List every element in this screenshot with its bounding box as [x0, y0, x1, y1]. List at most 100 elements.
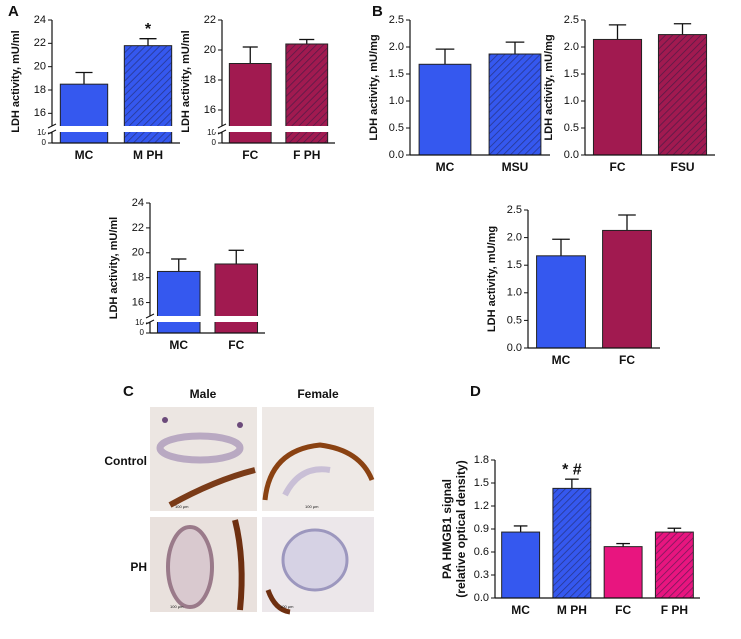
histology-panel: Male Female Control PH 100 μm 100 μm 100…: [104, 387, 375, 615]
x-tick-label: FC: [228, 338, 244, 352]
annotation: *: [145, 21, 152, 38]
y-tick-label: 22: [204, 14, 216, 26]
scale-bar-label: 100 μm: [170, 604, 184, 609]
x-tick-label: FC: [242, 148, 258, 162]
y-axis-label: (relative optical density): [454, 460, 468, 597]
y-tick-label: 16: [34, 107, 46, 119]
micrograph: 100 μm: [262, 517, 374, 615]
panel-label: C: [123, 383, 134, 400]
panel-label: D: [470, 383, 481, 400]
annotation: * #: [562, 461, 582, 478]
y-tick-label: 1.0: [564, 95, 579, 107]
y-tick-label: 0.3: [474, 569, 489, 581]
bar: [156, 270, 201, 334]
bar: [214, 263, 259, 334]
axis-break: [142, 316, 267, 322]
micrograph: 100 μm: [150, 407, 257, 511]
bar: [488, 53, 542, 156]
bar-chart: MC FC 0.0 0.5 1.0 1.5 2.0 2.5 LDH activity, mU/m…: [486, 204, 660, 367]
y-tick-label: 0: [140, 328, 145, 337]
bar: [602, 229, 652, 349]
x-tick-label: MC: [169, 338, 188, 352]
y-tick-label: 0: [212, 138, 217, 147]
y-axis-label: PA HMGB1 signal: [440, 479, 454, 579]
bar-chart: MC M PH * 010 16 18 20 22 24 LDH activity, mU/ml: [10, 14, 182, 162]
y-tick-label: 0.0: [564, 149, 579, 161]
y-tick-label: 0.5: [564, 122, 579, 134]
bar-chart: MC FC 010 16 18 20 22 24 LDH activity, mU/ml: [108, 197, 267, 352]
x-tick-label: FC: [619, 353, 635, 367]
y-tick-label: 22: [34, 37, 46, 49]
bar-chart: MC MSU 0.0 0.5 1.0 1.5 2.0 2.5 LDH activity, mU/…: [368, 14, 550, 174]
axis-break-mark: [47, 123, 57, 129]
panel-label: B: [372, 3, 383, 20]
x-tick-label: FSU: [671, 160, 695, 174]
y-tick-label: 24: [34, 14, 46, 26]
bar: [552, 487, 592, 599]
bar: [59, 83, 109, 144]
bar-chart: FC F PH 010 16 18 20 22 LDH activity, mU/ml: [180, 14, 337, 162]
scale-bar-label: 100 μm: [175, 504, 189, 509]
micrograph: 100 μm: [150, 517, 257, 612]
bar: [501, 531, 541, 599]
y-tick-label: 10: [37, 128, 46, 137]
bar: [657, 34, 708, 156]
x-tick-label: MC: [511, 603, 530, 617]
x-tick-label: MC: [552, 353, 571, 367]
y-tick-label: 10: [135, 318, 144, 327]
x-tick-label: MC: [436, 160, 455, 174]
x-tick-label: FC: [610, 160, 626, 174]
y-axis-label: LDH activity, mU/ml: [180, 30, 192, 133]
x-tick-label: F PH: [661, 603, 688, 617]
y-axis-label: LDH activity, mU/ml: [10, 30, 22, 133]
y-tick-label: 2.0: [389, 41, 404, 53]
y-tick-label: 2.0: [564, 41, 579, 53]
y-tick-label: 1.0: [507, 287, 522, 299]
scale-bar-label: 100 μm: [280, 604, 294, 609]
y-tick-label: 0.6: [474, 546, 489, 558]
y-tick-label: 0.5: [389, 122, 404, 134]
x-tick-label: MSU: [502, 160, 529, 174]
y-tick-label: 16: [204, 104, 216, 116]
y-tick-label: 10: [207, 128, 216, 137]
y-tick-label: 18: [204, 74, 216, 86]
x-tick-label: F PH: [293, 148, 320, 162]
bar: [536, 255, 586, 349]
x-tick-label: M PH: [133, 148, 163, 162]
scale-bar-label: 100 μm: [305, 504, 319, 509]
x-tick-label: FC: [615, 603, 631, 617]
y-tick-label: 1.2: [474, 500, 489, 512]
y-tick-label: 0: [42, 138, 47, 147]
y-axis-label: LDH activity, mU/mg: [543, 34, 555, 140]
row-label: PH: [130, 560, 147, 574]
y-tick-label: 0.0: [507, 342, 522, 354]
axis-break-mark: [217, 123, 227, 129]
axis-break-mark: [145, 319, 155, 325]
y-axis-label: LDH activity, mU/mg: [486, 226, 498, 332]
y-tick-label: 0.5: [507, 314, 522, 326]
y-axis-label: LDH activity, mU/mg: [368, 34, 380, 140]
y-tick-label: 18: [34, 84, 46, 96]
axis-break-mark: [47, 129, 57, 135]
y-tick-label: 20: [204, 44, 216, 56]
y-tick-label: 2.5: [564, 14, 579, 26]
y-tick-label: 0.9: [474, 523, 489, 535]
bar: [592, 38, 643, 156]
axis-break-mark: [217, 129, 227, 135]
y-tick-label: 0.0: [474, 592, 489, 604]
bar: [654, 531, 694, 599]
axis-break-mark: [145, 313, 155, 319]
axis-break: [44, 126, 182, 132]
y-tick-label: 20: [34, 61, 46, 73]
bar: [418, 63, 472, 156]
y-tick-label: 1.5: [389, 68, 404, 80]
x-tick-label: M PH: [557, 603, 587, 617]
x-tick-label: MC: [75, 148, 94, 162]
y-tick-label: 1.5: [474, 477, 489, 489]
y-tick-label: 16: [132, 296, 144, 308]
bar-chart: MC M PH FC F PH * # 0.0 0.3 0.6 0.9 1.2 1.5 1.8 PA H…: [440, 454, 700, 617]
y-tick-label: 0.0: [389, 149, 404, 161]
y-tick-label: 1.5: [564, 68, 579, 80]
panel-label: A: [8, 3, 19, 20]
y-axis-label: LDH activity, mU/ml: [108, 217, 120, 320]
